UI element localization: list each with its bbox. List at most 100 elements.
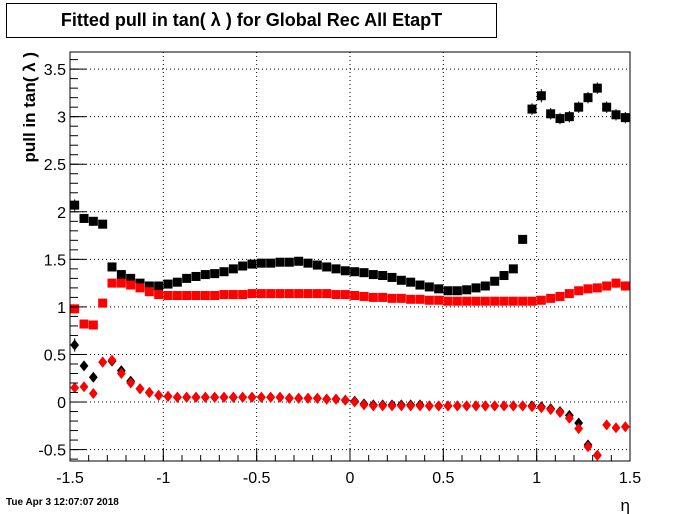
y-tick-label: 2 (57, 205, 66, 222)
data-point-square (424, 282, 434, 292)
data-point-square (191, 271, 201, 281)
data-point-square (536, 295, 546, 305)
data-point-diamond (322, 393, 332, 405)
data-point-diamond (331, 393, 341, 405)
data-point-diamond (266, 391, 276, 403)
data-point-square (378, 271, 388, 281)
data-point-square (163, 290, 173, 300)
chart-title: Fitted pull in tan( λ ) for Global Rec A… (60, 10, 443, 30)
data-point-square (564, 112, 574, 122)
data-point-square (592, 283, 602, 293)
data-point-square (583, 93, 593, 103)
data-point-square (98, 298, 108, 308)
data-point-square (406, 294, 416, 304)
data-point-square (471, 283, 481, 293)
x-tick-label: 1.5 (619, 470, 641, 487)
data-point-square (611, 110, 621, 120)
data-point-square (480, 296, 490, 306)
data-point-diamond (70, 382, 80, 394)
data-point-square (434, 284, 444, 294)
data-point-square (228, 264, 238, 274)
data-point-diamond (284, 392, 294, 404)
data-point-square (462, 296, 472, 306)
data-point-square (312, 289, 322, 299)
data-point-square (135, 278, 145, 288)
x-tick-label: 1 (532, 470, 541, 487)
y-tick-label: 1.5 (44, 252, 66, 269)
data-point-diamond (490, 400, 500, 412)
data-point-square (88, 216, 98, 226)
data-point-diamond (452, 400, 462, 412)
y-tick-label: 3.5 (44, 62, 66, 79)
x-tick-label: 0 (346, 470, 355, 487)
data-point-diamond (144, 387, 154, 399)
data-point-square (574, 102, 584, 112)
data-point-square (443, 286, 453, 296)
axes: -1.5 -1 -0.5 0 0.5 1 1.5 -0.5 0 0.5 1 1.5 2 2.5 3 3.5 (38, 59, 641, 487)
data-point-diamond (200, 391, 210, 403)
y-tick-label: 0 (57, 395, 66, 412)
data-point-diamond (238, 391, 248, 403)
data-point-square (79, 319, 89, 329)
data-point-diamond (471, 400, 481, 412)
data-point-square (238, 290, 248, 300)
data-point-square (238, 261, 248, 271)
y-tick-label: 2.5 (44, 157, 66, 174)
data-point-square (219, 267, 229, 277)
data-point-square (602, 281, 612, 291)
data-point-square (107, 262, 117, 272)
data-point-square (602, 102, 612, 112)
data-point-square (490, 276, 500, 286)
y-tick-label: -0.5 (38, 443, 66, 460)
data-point-diamond (387, 400, 397, 412)
data-point-square (116, 270, 126, 280)
data-point-square (247, 289, 257, 299)
data-point-square (434, 295, 444, 305)
data-point-square (210, 290, 220, 300)
data-point-square (350, 290, 360, 300)
data-point-square (508, 296, 518, 306)
x-axis-label: η (621, 496, 630, 514)
data-point-square (88, 320, 98, 330)
data-point-diamond (163, 390, 173, 402)
data-point-square (340, 290, 350, 300)
title-box: Fitted pull in tan( λ ) for Global Rec A… (6, 3, 497, 38)
data-point-square (322, 289, 332, 299)
data-point-diamond (536, 402, 546, 414)
data-point-square (219, 290, 229, 300)
data-point-diamond (303, 392, 313, 404)
data-point-square (79, 213, 89, 223)
data-point-square (182, 273, 192, 283)
data-point-square (415, 294, 425, 304)
data-point-diamond (350, 396, 360, 408)
data-point-square (228, 290, 238, 300)
data-point-square (210, 269, 220, 279)
data-point-diamond (424, 400, 434, 412)
data-point-square (163, 279, 173, 289)
data-point-square (462, 285, 472, 295)
data-point-square (350, 267, 360, 277)
data-point-diamond (546, 404, 556, 416)
data-point-square (126, 280, 136, 290)
data-point-diamond (172, 391, 182, 403)
data-point-diamond (555, 406, 565, 418)
data-point-square (340, 266, 350, 276)
data-point-diamond (126, 377, 136, 389)
data-point-diamond (396, 400, 406, 412)
data-point-square (490, 296, 500, 306)
data-point-square (499, 296, 509, 306)
data-point-square (396, 275, 406, 285)
data-point-square (266, 289, 276, 299)
data-point-square (499, 271, 509, 281)
data-point-diamond (602, 419, 612, 431)
data-point-diamond (574, 423, 584, 435)
data-point-diamond (480, 400, 490, 412)
data-point-diamond (275, 391, 285, 403)
data-point-square (620, 113, 630, 123)
data-point-square (284, 257, 294, 267)
x-tick-label: -1 (156, 470, 170, 487)
data-point-square (536, 91, 546, 101)
data-point-square (294, 256, 304, 266)
data-point-diamond (247, 391, 257, 403)
data-point-square (620, 281, 630, 291)
